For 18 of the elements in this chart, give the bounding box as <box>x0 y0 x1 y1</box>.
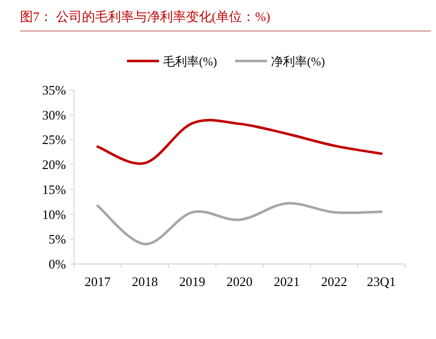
y-tick-label: 20% <box>42 157 66 172</box>
y-tick-label: 15% <box>42 182 66 197</box>
title: 图7： 公司的毛利率与净利率变化(单位：%) <box>20 9 270 24</box>
y-tick-label: 10% <box>42 206 66 222</box>
legend-label: 毛利率(%) <box>163 54 217 68</box>
legend-label: 净利率(%) <box>271 54 325 68</box>
y-tick-label: 30% <box>42 107 66 122</box>
y-tick-label: 35% <box>42 82 66 98</box>
y-tick-label: 5% <box>48 232 66 247</box>
x-tick-label: 23Q1 <box>366 274 396 289</box>
y-tick-label: 0% <box>48 256 66 272</box>
y-tick-label: 25% <box>42 132 66 148</box>
x-tick-label: 2018 <box>132 274 158 289</box>
x-tick-label: 2022 <box>321 274 348 289</box>
x-tick-label: 2017 <box>84 274 112 289</box>
x-tick-label: 2019 <box>179 274 206 289</box>
x-tick-label: 2021 <box>274 274 300 289</box>
x-tick-label: 2020 <box>226 274 252 289</box>
